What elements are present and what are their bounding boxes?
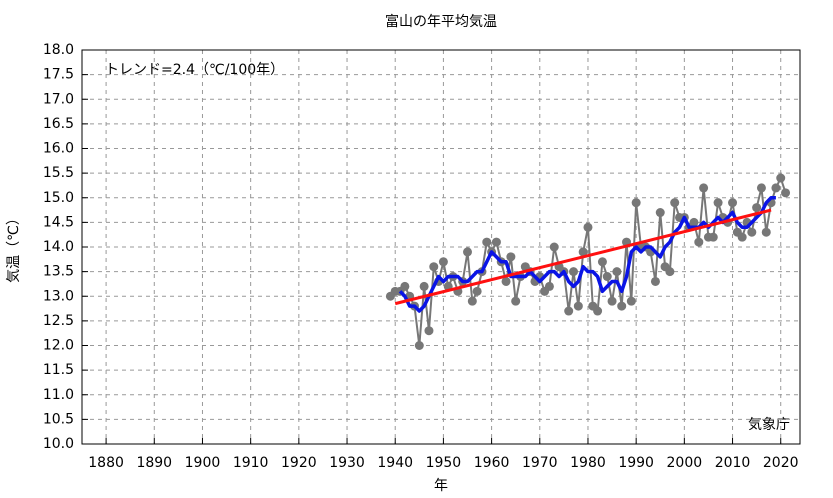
data-point xyxy=(438,257,448,267)
data-point xyxy=(665,267,675,277)
y-tick-label: 12.5 xyxy=(43,313,74,329)
data-point xyxy=(612,267,622,277)
y-tick-label: 14.0 xyxy=(43,239,74,255)
data-point xyxy=(544,281,554,291)
data-point xyxy=(607,296,617,306)
data-point xyxy=(573,301,583,311)
y-tick-label: 16.5 xyxy=(43,116,74,132)
data-point xyxy=(670,198,680,208)
x-tick-label: 1940 xyxy=(377,455,413,471)
data-point xyxy=(564,306,574,316)
series-line xyxy=(394,208,772,306)
data-point xyxy=(597,257,607,267)
x-tick-label: 1880 xyxy=(88,455,124,471)
y-tick-label: 17.0 xyxy=(43,91,74,107)
data-point xyxy=(781,188,791,198)
y-tick-label: 18.0 xyxy=(43,42,74,58)
y-tick-label: 17.5 xyxy=(43,67,74,83)
y-tick-label: 11.0 xyxy=(43,387,74,403)
y-tick-label: 14.5 xyxy=(43,214,74,230)
x-tick-label: 1980 xyxy=(570,455,606,471)
y-tick-label: 15.5 xyxy=(43,165,74,181)
series-line xyxy=(398,196,776,313)
y-tick-label: 10.0 xyxy=(43,436,74,452)
data-point xyxy=(424,326,434,336)
data-point xyxy=(713,198,723,208)
data-point xyxy=(602,272,612,282)
data-point xyxy=(400,281,410,291)
data-point xyxy=(752,203,762,213)
data-point xyxy=(771,183,781,193)
data-point xyxy=(419,281,429,291)
x-tick-label: 1900 xyxy=(185,455,221,471)
x-tick-label: 1950 xyxy=(426,455,462,471)
source-annotation: 気象庁 xyxy=(748,417,790,433)
x-tick-label: 1960 xyxy=(474,455,510,471)
x-tick-label: 1920 xyxy=(281,455,317,471)
data-point xyxy=(593,306,603,316)
data-point xyxy=(578,247,588,257)
data-point xyxy=(756,183,766,193)
data-point xyxy=(708,232,718,242)
data-point xyxy=(472,286,482,296)
data-point xyxy=(482,237,492,247)
y-tick-label: 16.0 xyxy=(43,141,74,157)
x-tick-label: 2020 xyxy=(763,455,799,471)
data-point xyxy=(689,217,699,227)
data-point xyxy=(463,247,473,257)
data-point xyxy=(617,301,627,311)
x-axis-label: 年 xyxy=(434,478,448,494)
y-tick-label: 13.5 xyxy=(43,264,74,280)
x-tick-label: 2000 xyxy=(667,455,703,471)
data-point xyxy=(776,173,786,183)
x-tick-label: 1990 xyxy=(618,455,654,471)
data-point xyxy=(467,296,477,306)
trend-annotation: トレンド=2.4（℃/100年） xyxy=(105,62,284,78)
data-point xyxy=(414,341,424,350)
x-tick-label: 1910 xyxy=(233,455,269,471)
data-point xyxy=(747,227,757,237)
data-point xyxy=(728,198,738,208)
data-point xyxy=(631,198,641,208)
y-tick-label: 11.5 xyxy=(43,362,74,378)
x-tick-label: 2010 xyxy=(715,455,751,471)
chart-title: 富山の年平均気温 xyxy=(385,13,497,30)
data-point xyxy=(699,183,709,193)
data-point xyxy=(511,296,521,306)
x-tick-label: 1890 xyxy=(136,455,172,471)
data-point xyxy=(506,252,516,262)
data-point xyxy=(569,267,579,277)
data-point xyxy=(549,242,559,252)
data-point xyxy=(626,296,636,306)
y-tick-label: 15.0 xyxy=(43,190,74,206)
data-point xyxy=(583,222,593,232)
data-point xyxy=(650,276,660,286)
data-point xyxy=(655,208,665,218)
x-tick-label: 1930 xyxy=(329,455,365,471)
data-point xyxy=(501,276,511,286)
y-axis-label: 気温（℃） xyxy=(6,211,22,283)
data-point xyxy=(429,262,439,272)
data-point xyxy=(694,237,704,247)
y-tick-label: 12.0 xyxy=(43,338,74,354)
y-tick-label: 10.5 xyxy=(43,411,74,427)
x-tick-label: 1970 xyxy=(522,455,558,471)
data-point xyxy=(491,237,501,247)
data-point xyxy=(761,227,771,237)
plot-frame xyxy=(81,49,801,445)
data-point xyxy=(737,232,747,242)
y-tick-label: 13.0 xyxy=(43,288,74,304)
